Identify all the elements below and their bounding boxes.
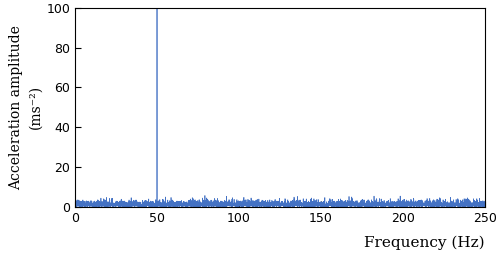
Y-axis label: Acceleration amplitude
(ms⁻²): Acceleration amplitude (ms⁻²) [8, 25, 42, 190]
X-axis label: Frequency (Hz): Frequency (Hz) [364, 236, 485, 250]
